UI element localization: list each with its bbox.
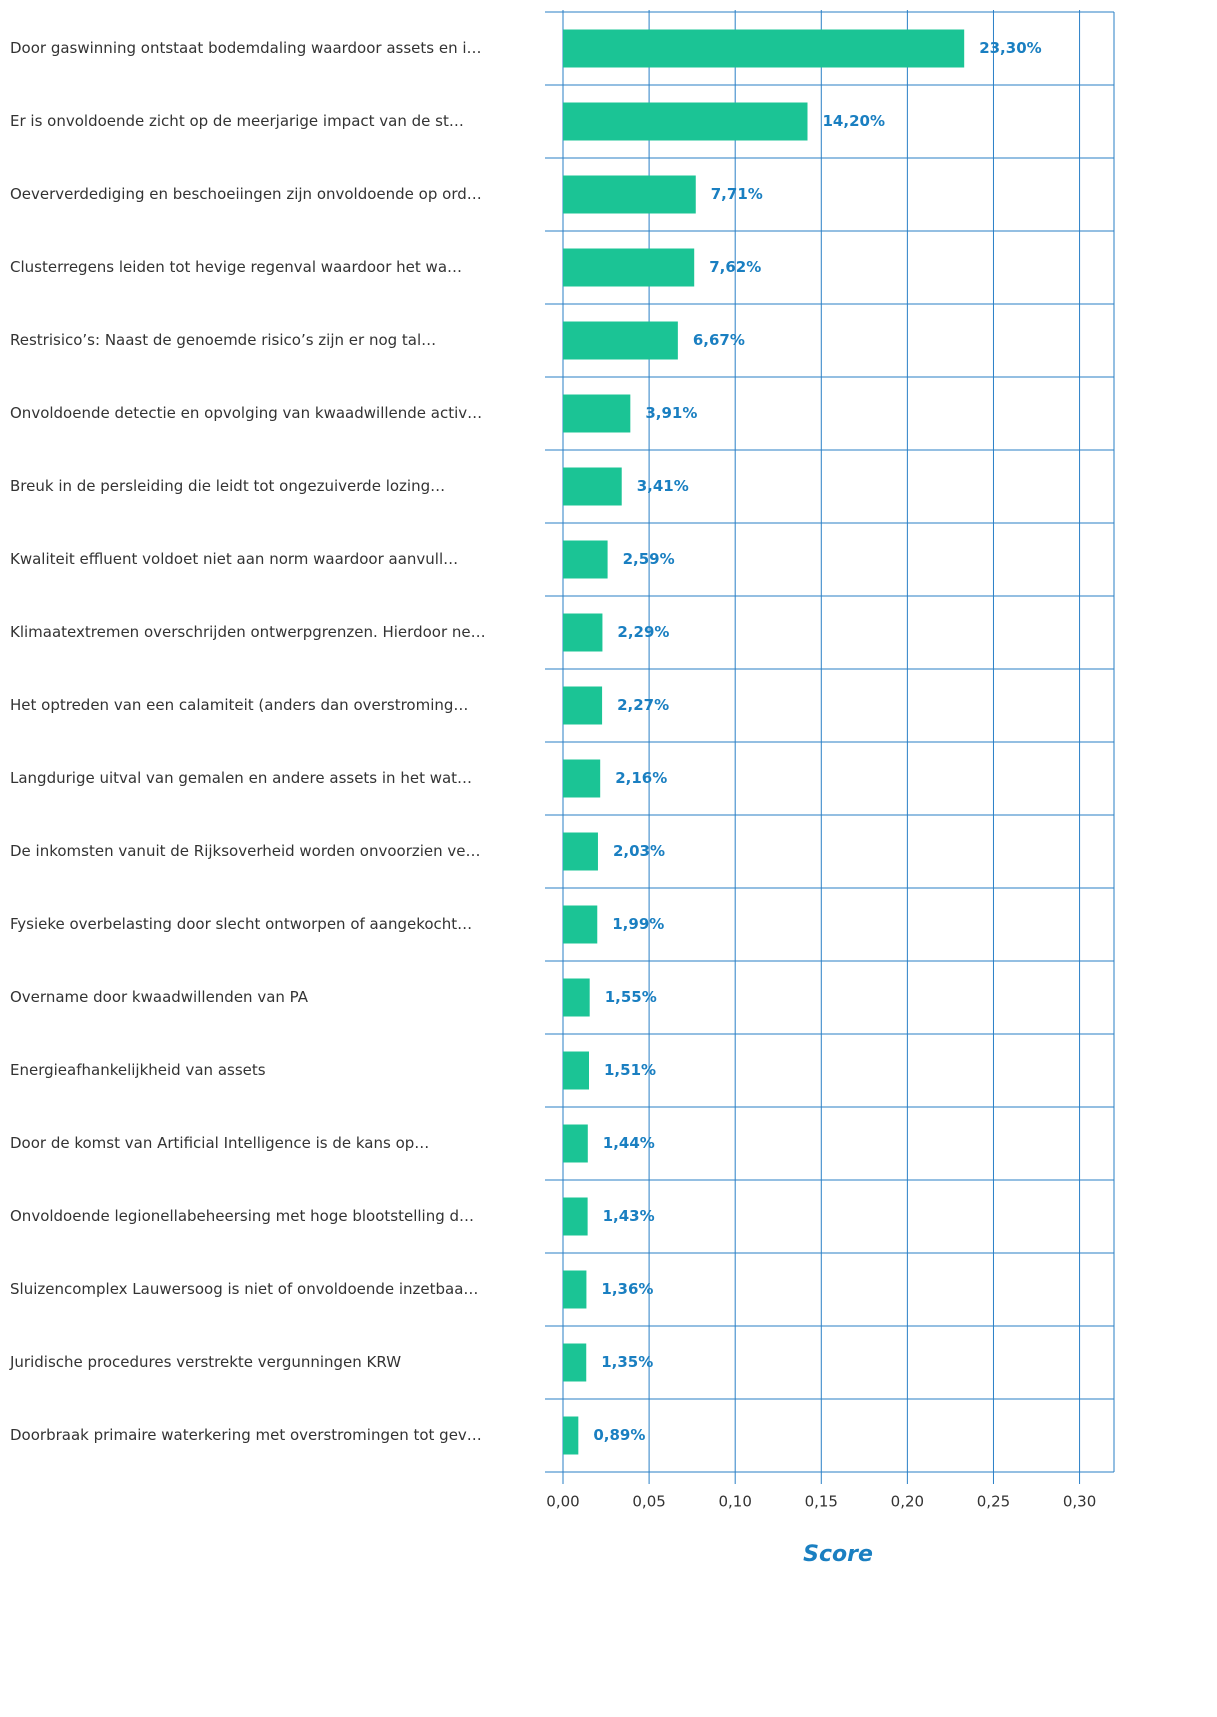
bar bbox=[563, 467, 622, 506]
category-label: Kwaliteit effluent voldoet niet aan norm… bbox=[10, 550, 458, 568]
category-label: Doorbraak primaire waterkering met overs… bbox=[10, 1426, 482, 1444]
category-label: Het optreden van een calamiteit (anders … bbox=[10, 696, 468, 714]
bar bbox=[563, 248, 695, 287]
x-tick-label: 0,25 bbox=[977, 1493, 1010, 1511]
value-label: 6,67% bbox=[693, 331, 745, 349]
value-label: 1,36% bbox=[601, 1280, 653, 1298]
category-label: Onvoldoende legionellabeheersing met hog… bbox=[10, 1207, 474, 1225]
category-label: Oeververdediging en beschoeiingen zijn o… bbox=[10, 185, 482, 203]
bar bbox=[563, 1197, 588, 1236]
category-label: Langdurige uitval van gemalen en andere … bbox=[10, 769, 472, 787]
value-label: 7,71% bbox=[711, 185, 763, 203]
bar bbox=[563, 832, 598, 871]
bar bbox=[563, 1270, 587, 1309]
value-label: 1,51% bbox=[604, 1061, 656, 1079]
category-label: Overname door kwaadwillenden van PA bbox=[10, 988, 309, 1006]
value-label: 2,29% bbox=[617, 623, 669, 641]
value-label: 14,20% bbox=[823, 112, 885, 130]
bar bbox=[563, 540, 608, 579]
category-label: Klimaatextremen overschrijden ontwerpgre… bbox=[10, 623, 486, 641]
value-label: 1,55% bbox=[605, 988, 657, 1006]
bar bbox=[563, 905, 598, 944]
category-label: Clusterregens leiden tot hevige regenval… bbox=[10, 258, 462, 276]
bar bbox=[563, 102, 808, 141]
bar bbox=[563, 321, 678, 360]
bar bbox=[563, 394, 631, 433]
category-label: Breuk in de persleiding die leidt tot on… bbox=[10, 477, 445, 495]
value-label: 7,62% bbox=[709, 258, 761, 276]
x-tick-label: 0,20 bbox=[891, 1493, 924, 1511]
bar bbox=[563, 175, 696, 214]
value-label: 2,16% bbox=[615, 769, 667, 787]
bar bbox=[563, 686, 603, 725]
value-label: 2,27% bbox=[617, 696, 669, 714]
value-label: 0,89% bbox=[593, 1426, 645, 1444]
value-label: 1,43% bbox=[603, 1207, 655, 1225]
bar bbox=[563, 1124, 588, 1163]
value-label: 1,99% bbox=[612, 915, 664, 933]
category-label: Door de komst van Artificial Intelligenc… bbox=[10, 1134, 429, 1152]
value-label: 1,35% bbox=[601, 1353, 653, 1371]
category-label: Juridische procedures verstrekte vergunn… bbox=[9, 1353, 401, 1371]
bar bbox=[563, 759, 601, 798]
category-label: Door gaswinning ontstaat bodemdaling waa… bbox=[10, 39, 482, 57]
bar bbox=[563, 1343, 587, 1382]
bar bbox=[563, 1051, 590, 1090]
bar bbox=[563, 978, 590, 1017]
value-label: 23,30% bbox=[979, 39, 1041, 57]
category-label: Restrisico’s: Naast de genoemde risico’s… bbox=[10, 331, 436, 349]
x-tick-label: 0,00 bbox=[546, 1493, 579, 1511]
category-label: Onvoldoende detectie en opvolging van kw… bbox=[10, 404, 482, 422]
x-axis-label: Score bbox=[803, 1542, 873, 1567]
value-label: 1,44% bbox=[603, 1134, 655, 1152]
x-tick-label: 0,15 bbox=[805, 1493, 838, 1511]
value-label: 2,59% bbox=[623, 550, 675, 568]
value-label: 3,91% bbox=[645, 404, 697, 422]
category-label: Fysieke overbelasting door slecht ontwor… bbox=[10, 915, 472, 933]
category-label: Sluizencomplex Lauwersoog is niet of onv… bbox=[10, 1280, 478, 1298]
category-label: De inkomsten vanuit de Rijksoverheid wor… bbox=[10, 842, 481, 860]
category-label: Er is onvoldoende zicht op de meerjarige… bbox=[10, 112, 464, 130]
bar bbox=[563, 1416, 579, 1455]
value-label: 3,41% bbox=[637, 477, 689, 495]
category-label: Energieafhankelijkheid van assets bbox=[10, 1061, 266, 1079]
x-tick-label: 0,05 bbox=[632, 1493, 665, 1511]
value-label: 2,03% bbox=[613, 842, 665, 860]
bar bbox=[563, 29, 965, 68]
x-tick-label: 0,10 bbox=[718, 1493, 751, 1511]
bar bbox=[563, 613, 603, 652]
x-tick-label: 0,30 bbox=[1063, 1493, 1096, 1511]
